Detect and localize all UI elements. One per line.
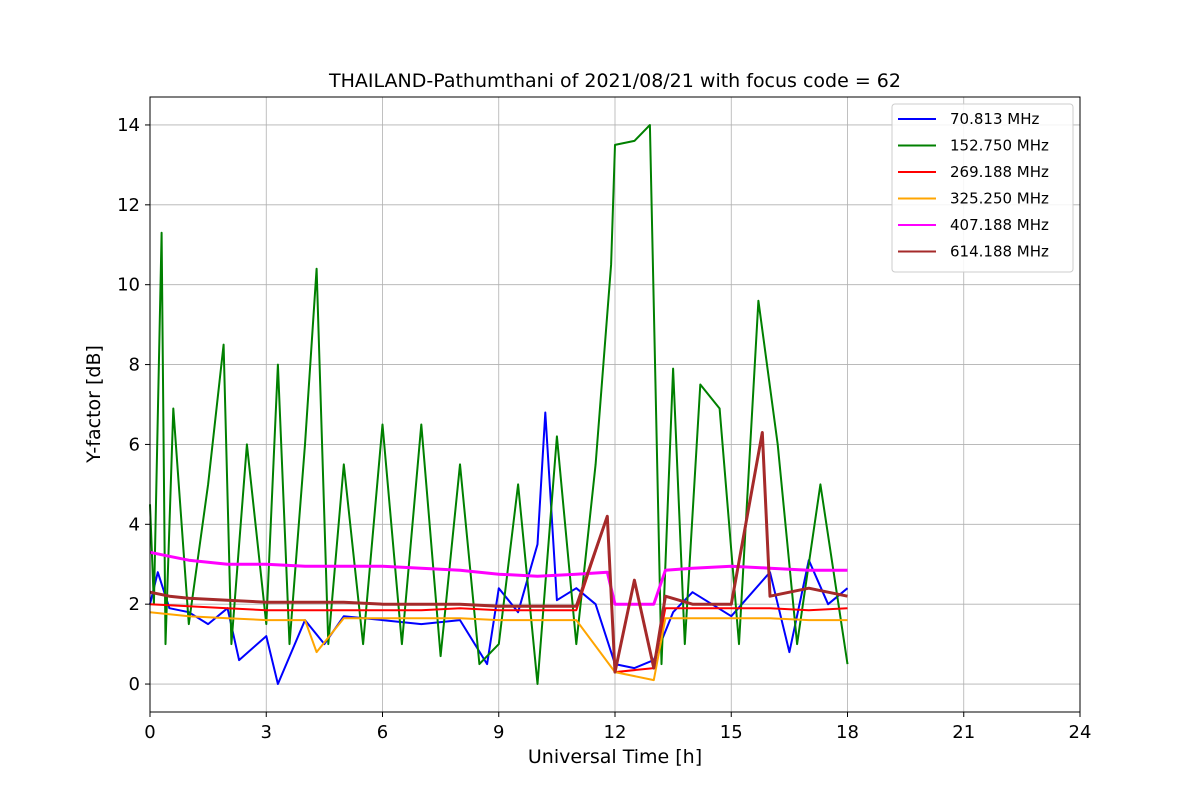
y-tick-label: 10	[117, 275, 140, 296]
x-tick-label: 24	[1069, 722, 1092, 743]
x-tick-label: 9	[493, 722, 504, 743]
series-line-4	[149, 550, 848, 606]
legend-entry: 269.188 MHz	[950, 163, 1049, 181]
legend-entry: 70.813 MHz	[950, 110, 1039, 128]
chart-title: THAILAND-Pathumthani of 2021/08/21 with …	[328, 70, 901, 92]
y-tick-label: 6	[129, 434, 140, 455]
series-line-2	[149, 515, 848, 674]
x-tick-label: 15	[720, 722, 743, 743]
legend-entry: 152.750 MHz	[950, 137, 1049, 155]
x-tick-label: 21	[952, 722, 975, 743]
x-tick-label: 12	[604, 722, 627, 743]
x-axis-title: Universal Time [h]	[528, 746, 702, 768]
y-tick-label: 0	[129, 674, 140, 695]
grid	[149, 97, 1081, 712]
legend-box	[891, 103, 1074, 273]
legend: 70.813 MHz 152.750 MHz 269.188 MHz 325.250 …	[891, 103, 1074, 273]
series-line-3	[149, 611, 848, 682]
y-tick-label: 2	[129, 594, 140, 615]
series-line-1	[149, 124, 849, 685]
legend-entry: 325.250 MHz	[950, 190, 1049, 208]
x-tick-label: 6	[377, 722, 388, 743]
x-tick-label: 18	[836, 722, 859, 743]
legend-entry: 614.188 MHz	[950, 243, 1049, 261]
x-tick-label: 3	[261, 722, 272, 743]
x-tick-label: 0	[144, 722, 155, 743]
series-lines	[149, 124, 849, 685]
y-tick-label: 8	[129, 355, 140, 376]
y-tick-label: 12	[117, 195, 140, 216]
series-line-5	[149, 431, 848, 674]
legend-entry: 407.188 MHz	[950, 216, 1049, 234]
y-tick-label: 14	[117, 115, 140, 136]
y-axis-title: Y-factor [dB]	[83, 345, 105, 464]
y-tick-label: 4	[129, 514, 140, 535]
